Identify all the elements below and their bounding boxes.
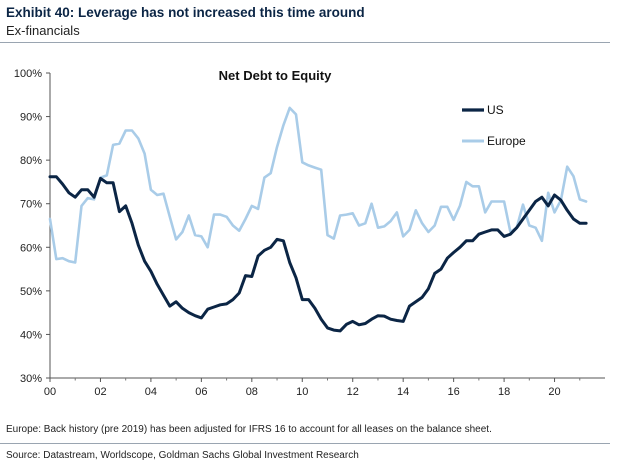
- x-tick-label: 00: [44, 386, 56, 398]
- x-tick-label: 20: [548, 386, 560, 398]
- exhibit-title: Exhibit 40: Leverage has not increased t…: [6, 5, 365, 20]
- x-tick-label: 14: [397, 386, 409, 398]
- y-tick-label: 60%: [20, 242, 42, 254]
- chart-footnote: Europe: Back history (pre 2019) has been…: [6, 424, 492, 435]
- net-debt-to-equity-chart: 30% 40% 50% 60% 70% 80% 90% 100% 00 02 04 06 08 10 12 1…: [14, 68, 605, 398]
- x-tick-label: 16: [448, 386, 460, 398]
- legend-label-us: US: [487, 103, 504, 117]
- x-tick-label: 04: [145, 386, 157, 398]
- y-tick-label: 40%: [20, 329, 42, 341]
- series-line-us: [48, 175, 588, 333]
- y-tick-label: 100%: [14, 68, 42, 80]
- chart-title: Net Debt to Equity: [219, 68, 332, 83]
- y-tick-label: 50%: [20, 286, 42, 298]
- chart-axes: 30% 40% 50% 60% 70% 80% 90% 100% 00 02 04 06 08 10 12 1…: [14, 68, 605, 398]
- chart-series-layer: [48, 106, 588, 333]
- legend-label-europe: Europe: [487, 134, 526, 148]
- chart-legend: US Europe: [462, 103, 526, 148]
- header-divider: [0, 42, 610, 43]
- y-tick-label: 30%: [20, 373, 42, 385]
- series-line-europe: [48, 106, 588, 264]
- exhibit-subtitle: Ex-financials: [6, 23, 80, 38]
- y-tick-label: 80%: [20, 155, 42, 167]
- x-tick-label: 02: [94, 386, 106, 398]
- footer-divider: [0, 443, 610, 444]
- x-tick-label: 12: [347, 386, 359, 398]
- x-tick-label: 18: [498, 386, 510, 398]
- x-tick-label: 06: [195, 386, 207, 398]
- y-tick-label: 90%: [20, 112, 42, 124]
- x-tick-label: 08: [246, 386, 258, 398]
- y-tick-label: 70%: [20, 199, 42, 211]
- chart-source: Source: Datastream, Worldscope, Goldman …: [6, 450, 359, 461]
- x-tick-label: 10: [296, 386, 308, 398]
